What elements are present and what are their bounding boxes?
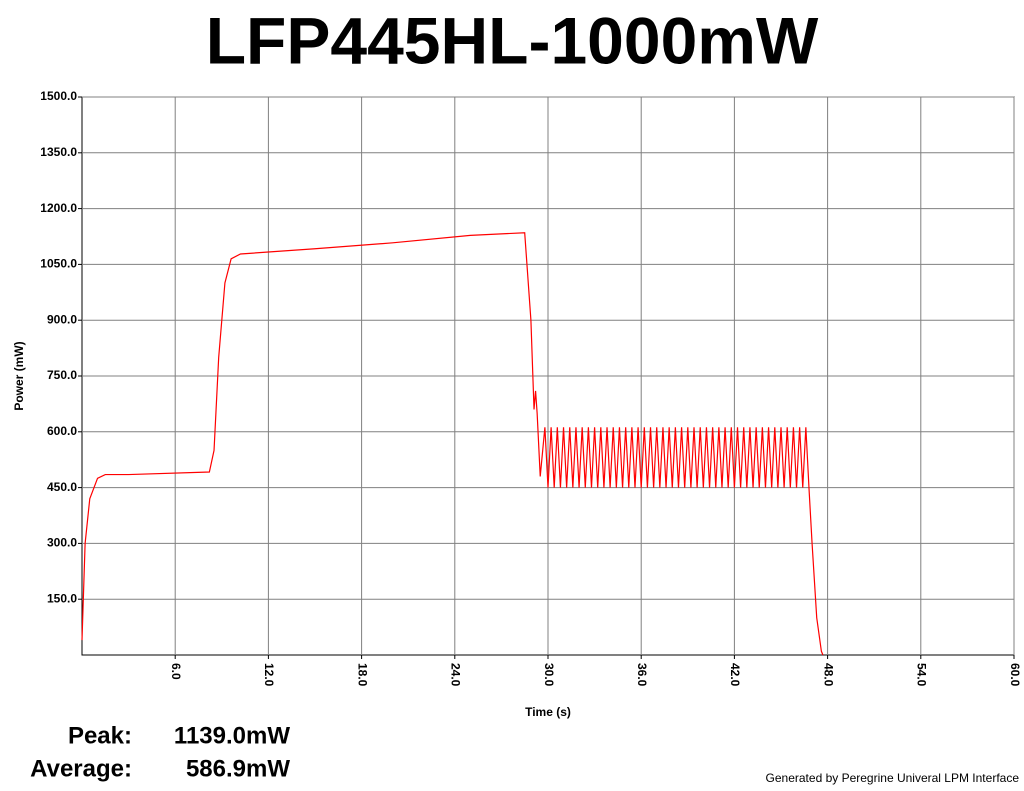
- y-tick-label: 1350.0: [40, 145, 77, 159]
- x-tick-label: 54.0: [915, 663, 929, 687]
- stat-label: Peak:: [68, 722, 132, 749]
- chart-title: LFP445HL-1000mW: [206, 3, 819, 77]
- y-tick-label: 300.0: [47, 536, 77, 550]
- x-tick-label: 24.0: [449, 663, 463, 687]
- footer: Generated by Peregrine Univeral LPM Inte…: [766, 771, 1020, 785]
- stat-value: 586.9mW: [186, 755, 290, 782]
- stat-value: 1139.0mW: [174, 722, 290, 749]
- y-tick-label: 1500.0: [40, 89, 77, 103]
- x-tick-label: 6.0: [169, 663, 183, 680]
- y-tick-label: 450.0: [47, 480, 77, 494]
- x-tick-label: 60.0: [1008, 663, 1022, 687]
- y-tick-label: 900.0: [47, 312, 77, 326]
- x-tick-label: 42.0: [728, 663, 742, 687]
- x-tick-label: 48.0: [821, 663, 835, 687]
- y-tick-label: 1050.0: [40, 257, 77, 271]
- x-tick-label: 12.0: [262, 663, 276, 687]
- x-tick-label: 30.0: [542, 663, 556, 687]
- y-tick-label: 600.0: [47, 424, 77, 438]
- y-tick-label: 1200.0: [40, 201, 77, 215]
- y-axis-label: Power (mW): [12, 341, 26, 410]
- x-tick-label: 36.0: [635, 663, 649, 687]
- x-axis-label: Time (s): [525, 705, 571, 719]
- y-tick-label: 150.0: [47, 591, 77, 605]
- y-tick-label: 750.0: [47, 368, 77, 382]
- stat-label: Average:: [30, 755, 132, 782]
- x-tick-label: 18.0: [355, 663, 369, 687]
- data-line: [81, 232, 824, 656]
